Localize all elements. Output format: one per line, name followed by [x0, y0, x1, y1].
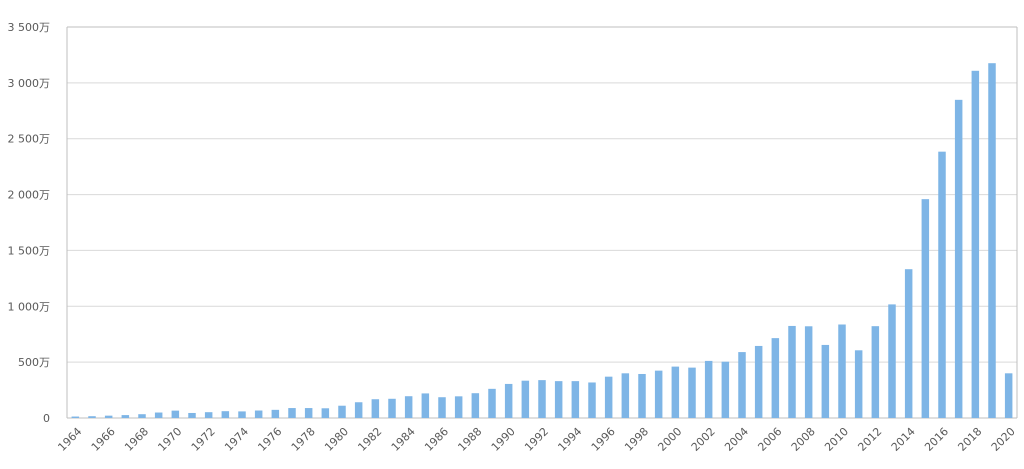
bar-2020 [1004, 373, 1013, 418]
bar-2010 [838, 324, 846, 418]
bar-2019 [988, 63, 996, 418]
x-tick-label: 2010 [822, 425, 851, 454]
x-tick-label: 1998 [622, 425, 651, 454]
bar-1978 [304, 408, 313, 418]
bar-1976 [271, 409, 280, 418]
bar-2002 [704, 360, 713, 418]
bar-1980 [338, 405, 346, 418]
bar-2008 [804, 326, 813, 418]
x-tick-label: 2012 [855, 425, 884, 454]
x-tick-label: 1966 [89, 425, 118, 454]
x-tick-label: 1972 [189, 425, 218, 454]
bar-2016 [938, 151, 946, 418]
bar-1993 [554, 381, 563, 418]
bar-1982 [371, 399, 380, 418]
x-tick-label: 2004 [722, 425, 751, 454]
bar-2006 [771, 338, 780, 418]
x-tick-label: 2000 [655, 425, 684, 454]
bar-1981 [354, 402, 363, 418]
bar-1968 [138, 414, 146, 418]
x-tick-label: 1982 [355, 425, 384, 454]
x-tick-label: 1980 [322, 425, 351, 454]
bar-2000 [671, 366, 680, 418]
y-tick-label: 3 000万 [8, 77, 51, 90]
y-tick-label: 1 000万 [8, 300, 51, 313]
bar-1969 [154, 412, 163, 418]
bar-1999 [654, 370, 663, 418]
y-tick-label: 1 500万 [8, 244, 51, 257]
x-tick-label: 2008 [789, 425, 818, 454]
x-tick-label: 1976 [255, 425, 284, 454]
bar-1994 [571, 381, 580, 418]
x-tick-label: 1984 [389, 425, 418, 454]
bar-1989 [488, 388, 496, 418]
bar-1997 [621, 373, 630, 418]
bar-2012 [871, 326, 880, 418]
bar-2005 [754, 345, 763, 418]
bar-1992 [538, 380, 546, 418]
bar-1974 [238, 411, 246, 418]
y-tick-label: 2 000万 [8, 189, 51, 202]
bar-1995 [588, 382, 596, 418]
bar-1973 [221, 411, 230, 418]
bar-2013 [888, 304, 896, 418]
bar-1977 [288, 408, 296, 418]
y-tick-label: 2 500万 [8, 133, 51, 146]
bar-2001 [688, 367, 696, 418]
x-tick-label: 2016 [922, 425, 951, 454]
bar-1991 [521, 380, 530, 418]
y-axis-tick-labels: 0 500万 1 000万 1 500万 2 000万 2 500万 3 000万 3 500… [8, 21, 51, 425]
bar-2003 [721, 361, 730, 418]
x-tick-label: 1986 [422, 425, 451, 454]
x-tick-label: 1970 [155, 425, 184, 454]
x-tick-label: 1978 [289, 425, 318, 454]
bar-2018 [971, 70, 980, 419]
bar-1964 [71, 416, 80, 418]
x-tick-label: 1992 [522, 425, 551, 454]
bar-2017 [954, 99, 963, 419]
bar-1967 [121, 415, 130, 418]
x-tick-label: 1988 [455, 425, 484, 454]
bar-1988 [471, 393, 480, 418]
x-tick-label: 2006 [755, 425, 784, 454]
bars [71, 63, 1013, 419]
bar-1984 [404, 396, 413, 418]
x-tick-label: 1990 [489, 425, 518, 454]
bar-1983 [388, 398, 396, 418]
bar-1998 [638, 373, 646, 418]
bar-2007 [788, 325, 796, 418]
x-tick-label: 2018 [955, 425, 984, 454]
x-tick-label: 2020 [989, 425, 1018, 454]
bar-2015 [921, 199, 930, 418]
bar-1971 [188, 412, 196, 418]
bar-1972 [204, 412, 213, 418]
bar-1996 [604, 376, 613, 418]
bar-1986 [438, 397, 446, 418]
bar-1966 [104, 415, 113, 418]
bar-2011 [854, 350, 863, 418]
x-tick-label: 1974 [222, 425, 251, 454]
x-axis-tick-labels: 1964 1966 1968 1970 1972 1974 1976 1978 1980 1982… [55, 425, 1017, 454]
x-tick-label: 1964 [55, 425, 84, 454]
x-tick-label: 2014 [889, 425, 918, 454]
bar-1987 [454, 396, 463, 418]
gridlines [67, 26, 1017, 363]
bar-2014 [904, 269, 913, 418]
bar-1975 [254, 410, 263, 418]
x-tick-label: 1968 [122, 425, 151, 454]
bar-2004 [738, 352, 746, 418]
bar-2009 [821, 344, 830, 418]
bar-1979 [321, 408, 330, 418]
y-tick-label: 0 [43, 412, 50, 425]
y-tick-label: 3 500万 [8, 21, 51, 34]
y-tick-label: 500万 [18, 356, 50, 369]
bar-1985 [421, 393, 430, 418]
bar-1970 [171, 410, 180, 418]
x-tick-label: 1994 [555, 425, 584, 454]
bar-1990 [504, 383, 513, 418]
bar-1965 [88, 416, 96, 418]
x-tick-label: 2002 [689, 425, 718, 454]
x-tick-label: 1996 [589, 425, 618, 454]
